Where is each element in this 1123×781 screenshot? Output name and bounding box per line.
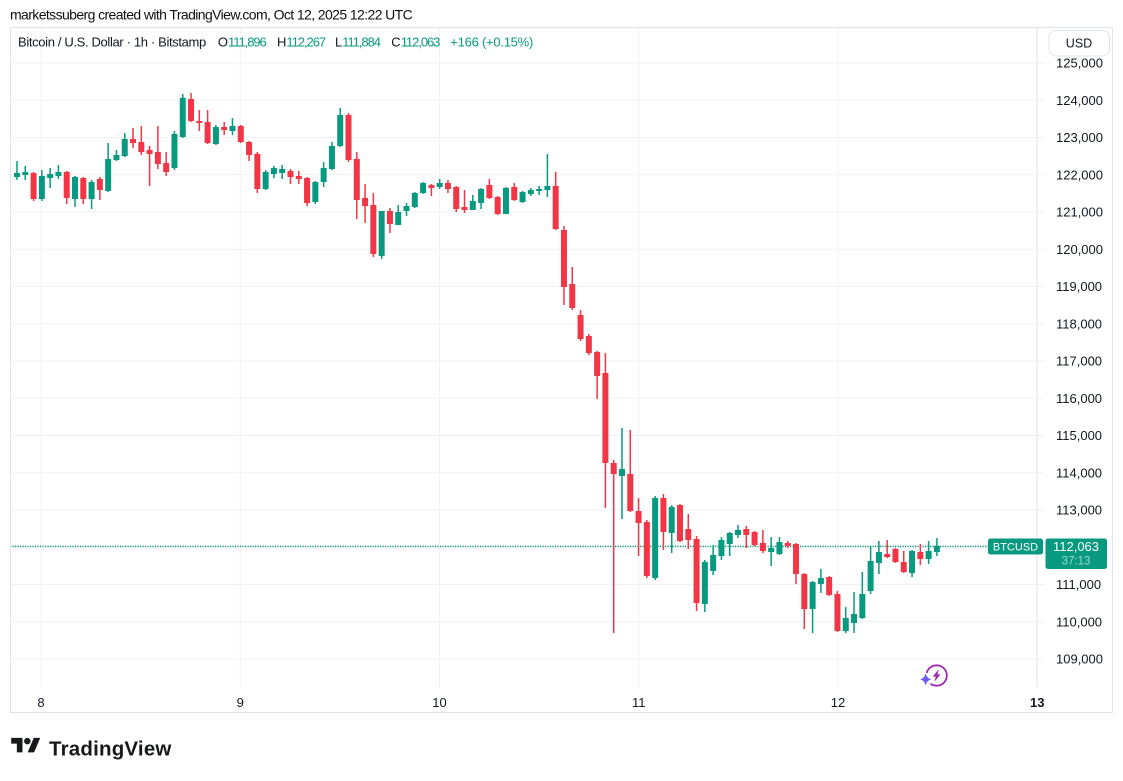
svg-text:115,000: 115,000 bbox=[1056, 428, 1102, 443]
svg-text:12: 12 bbox=[831, 695, 845, 710]
svg-text:122,000: 122,000 bbox=[1056, 167, 1103, 182]
svg-text:119,000: 119,000 bbox=[1056, 279, 1102, 294]
svg-text:10: 10 bbox=[432, 695, 446, 710]
svg-text:marketssuberg created with Tra: marketssuberg created with TradingView.c… bbox=[10, 6, 413, 22]
svg-text:114,000: 114,000 bbox=[1056, 465, 1102, 480]
svg-text:111,000: 111,000 bbox=[1056, 577, 1101, 592]
svg-text:109,000: 109,000 bbox=[1056, 652, 1103, 667]
svg-text:11: 11 bbox=[632, 695, 646, 710]
svg-text:USD: USD bbox=[1066, 37, 1092, 51]
svg-text:37:13: 37:13 bbox=[1062, 556, 1091, 568]
svg-text:TradingView: TradingView bbox=[49, 738, 172, 761]
svg-text:8: 8 bbox=[37, 695, 44, 710]
svg-text:C112,063: C112,063 bbox=[391, 35, 440, 50]
svg-text:13: 13 bbox=[1030, 695, 1044, 710]
svg-text:112,063: 112,063 bbox=[1053, 539, 1099, 554]
svg-text:H112,267: H112,267 bbox=[277, 35, 326, 50]
svg-text:110,000: 110,000 bbox=[1056, 614, 1102, 629]
svg-text:117,000: 117,000 bbox=[1056, 354, 1102, 369]
svg-text:116,000: 116,000 bbox=[1056, 391, 1102, 406]
svg-text:124,000: 124,000 bbox=[1056, 93, 1103, 108]
svg-text:BTCUSD: BTCUSD bbox=[993, 542, 1038, 554]
svg-text:9: 9 bbox=[237, 695, 244, 710]
svg-text:125,000: 125,000 bbox=[1056, 56, 1103, 71]
svg-text:121,000: 121,000 bbox=[1056, 205, 1103, 220]
svg-text:+166 (+0.15%): +166 (+0.15%) bbox=[450, 35, 533, 50]
svg-text:120,000: 120,000 bbox=[1056, 242, 1103, 257]
svg-text:123,000: 123,000 bbox=[1056, 130, 1103, 145]
svg-text:Bitcoin / U.S. Dollar · 1h · B: Bitcoin / U.S. Dollar · 1h · Bitstamp bbox=[18, 35, 206, 50]
svg-text:L111,884: L111,884 bbox=[335, 35, 381, 50]
svg-text:118,000: 118,000 bbox=[1056, 316, 1102, 331]
svg-text:113,000: 113,000 bbox=[1056, 503, 1102, 518]
svg-text:O111,896: O111,896 bbox=[218, 35, 267, 50]
